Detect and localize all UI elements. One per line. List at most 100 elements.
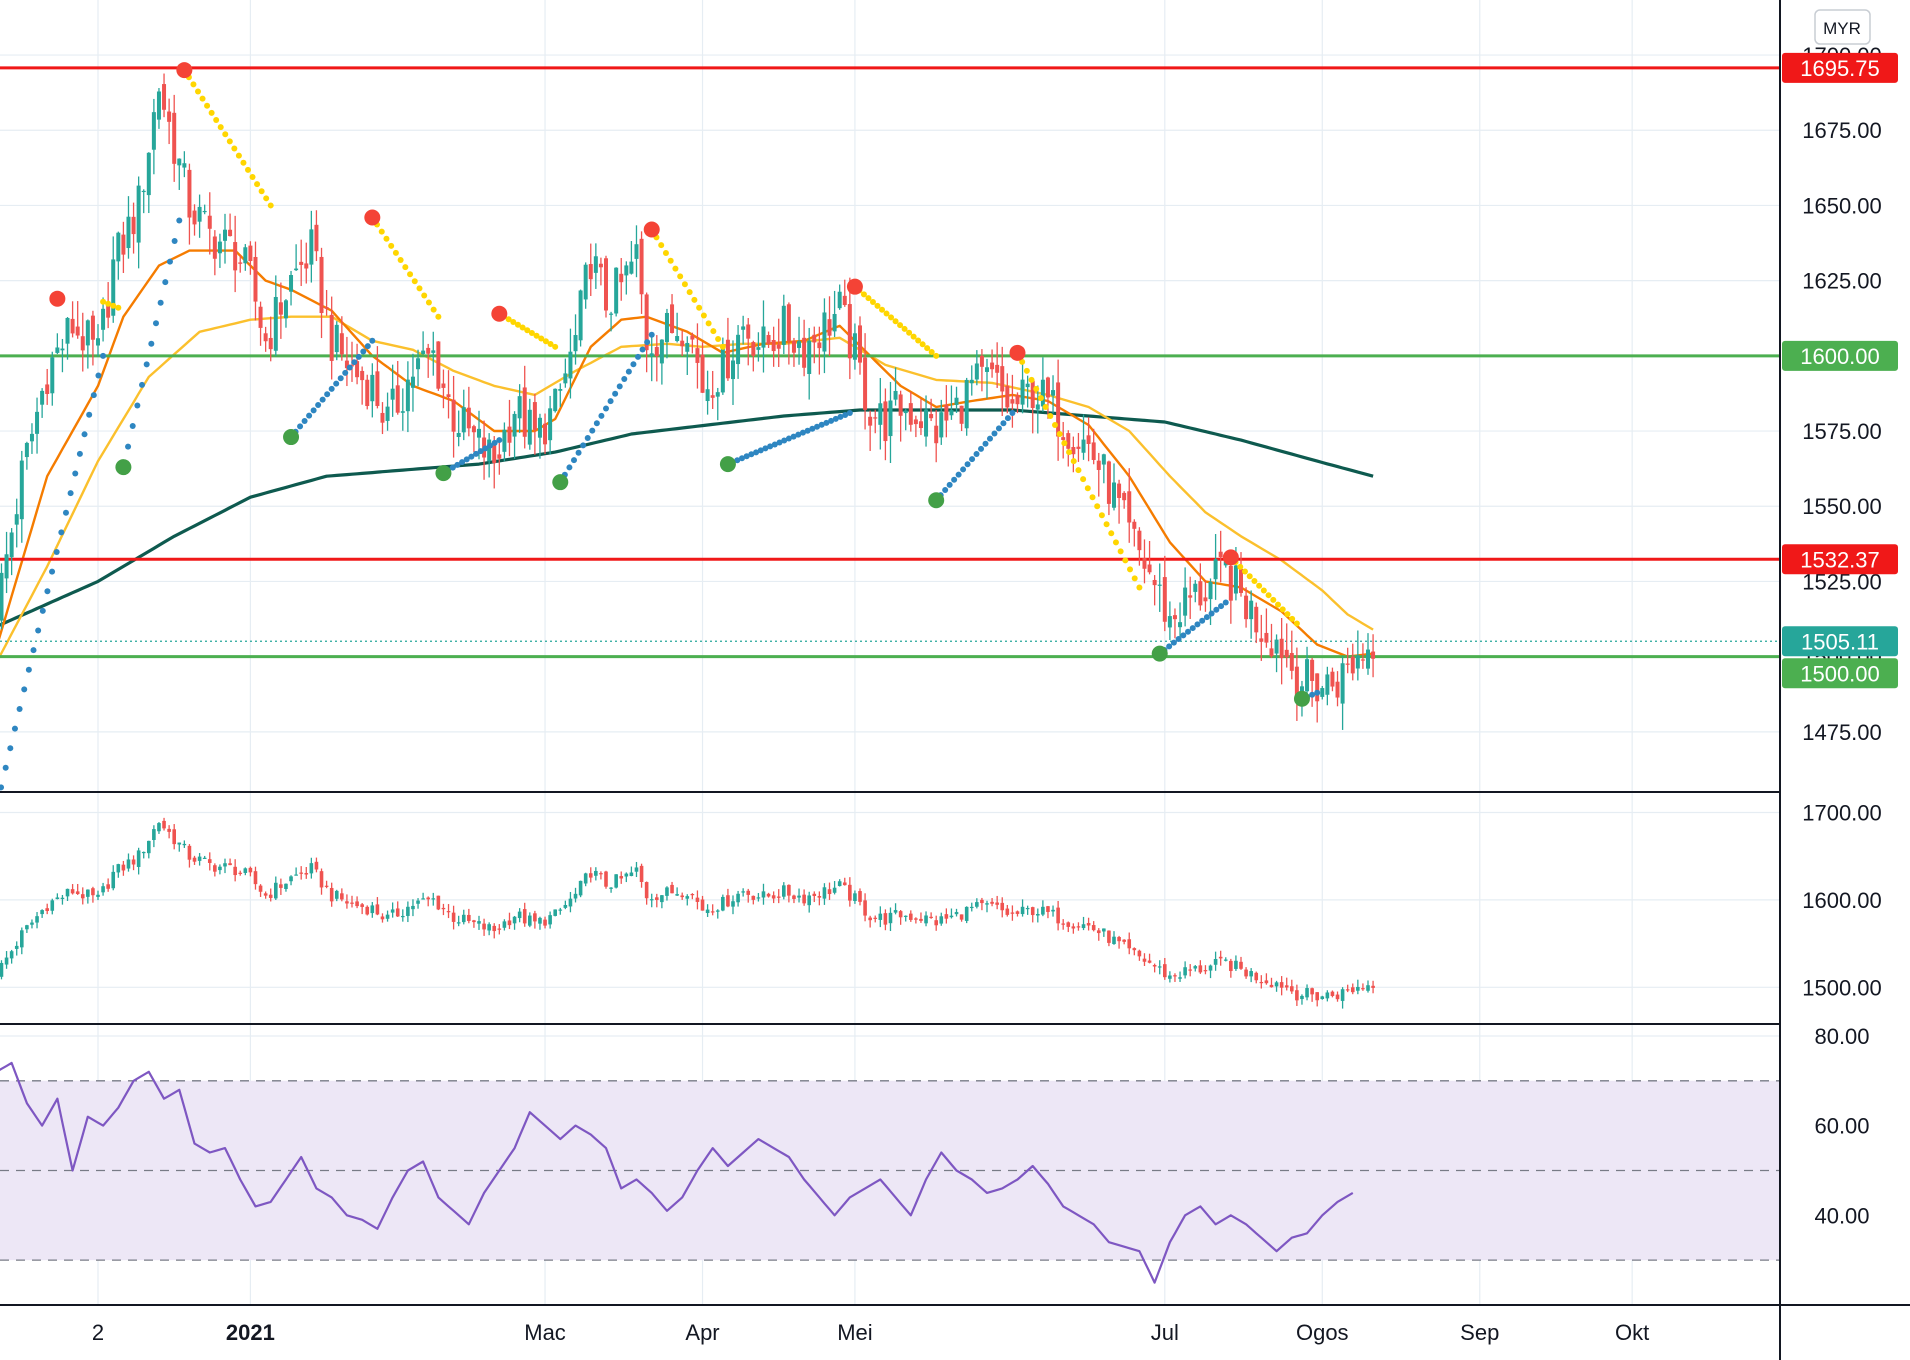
sar-dot (960, 466, 967, 473)
price-level-badge-label: 1505.11 (1801, 629, 1879, 654)
sar-dot (407, 271, 414, 278)
candle-body (517, 396, 522, 419)
sar-dot (584, 434, 591, 441)
rsi-pane[interactable] (0, 1061, 1354, 1284)
candle-body (192, 857, 197, 862)
candle-body (583, 873, 588, 884)
sar-dot (1180, 632, 1187, 639)
candle-body (395, 385, 400, 413)
sar-dot (355, 353, 362, 360)
sar-dot (11, 725, 18, 732)
sar-dot (152, 320, 159, 327)
candle-body (1091, 442, 1096, 460)
candle-body (649, 353, 654, 357)
sar-dot (1170, 639, 1177, 646)
sar-dot (505, 316, 512, 323)
candle-body (756, 897, 761, 899)
candle-body (1142, 958, 1147, 962)
candle-body (304, 873, 309, 875)
candle-body (1096, 930, 1101, 934)
candle-body (721, 896, 725, 911)
candle-body (715, 392, 720, 397)
candle-body (934, 425, 939, 444)
candle-body (50, 357, 55, 394)
candle-body (1269, 648, 1274, 657)
sar-dot (1098, 512, 1105, 519)
sar-dot (208, 109, 215, 116)
sar-dot (1117, 548, 1124, 555)
sar-dot (865, 295, 872, 302)
candle-body (827, 319, 832, 336)
candle-body (797, 895, 801, 898)
candle-body (126, 859, 131, 869)
candle-body (75, 891, 80, 894)
secondary-price-pane[interactable] (0, 817, 1375, 1009)
candle-body (360, 904, 364, 907)
sar-dot (1070, 458, 1077, 465)
sar-dot (342, 369, 349, 376)
candle-body (86, 889, 90, 897)
candle-body (253, 871, 258, 885)
currency-badge[interactable]: MYR (1814, 9, 1871, 45)
price-level-badge (1782, 544, 1898, 575)
candle-body (1056, 907, 1060, 924)
candle-body (65, 888, 70, 897)
sar-dot (25, 666, 32, 673)
sar-dot (1019, 358, 1026, 365)
currency-badge-box[interactable] (1814, 9, 1871, 45)
candle-body (1315, 992, 1319, 1001)
candle-body (1112, 936, 1116, 945)
sar-dot (734, 457, 741, 464)
sar-dot (946, 481, 953, 488)
sar-dot (1075, 467, 1082, 474)
candle-body (1193, 966, 1198, 969)
sar-dot (1094, 503, 1101, 510)
candle-body (365, 379, 370, 406)
candle-body (70, 318, 75, 334)
candle-body (426, 347, 431, 354)
sar-dot (430, 306, 437, 313)
sar-dot (897, 322, 904, 329)
sar-flip-marker (1222, 549, 1239, 566)
candle-body (664, 312, 669, 343)
sar-dot (748, 451, 755, 458)
candle-body (578, 290, 583, 341)
candle-body (4, 554, 9, 579)
candle-body (461, 914, 466, 923)
candle-body (1249, 971, 1253, 977)
candle-body (182, 163, 187, 168)
sar-dot (194, 88, 201, 95)
sar-dot (906, 329, 913, 336)
candle-body (441, 907, 446, 910)
candle-body (980, 899, 984, 904)
sar-dot (1004, 415, 1011, 422)
time-label-jul: Jul (1151, 1320, 1179, 1345)
sar-dot (804, 427, 811, 434)
sar-dot (691, 296, 698, 303)
candle-body (522, 909, 527, 924)
candle-body (1305, 988, 1309, 998)
sar-flip-marker (1009, 344, 1026, 361)
candle-body (1076, 926, 1081, 928)
sar-dot (1309, 691, 1316, 698)
candle-body (1208, 581, 1213, 600)
candle-body (512, 413, 517, 437)
price-level-badge-label: 1532.37 (1800, 547, 1880, 572)
sar-dot (964, 461, 971, 468)
candle-body (1244, 595, 1249, 620)
sar-dot (134, 402, 141, 409)
candle-body (949, 410, 954, 416)
candle-body (1290, 986, 1294, 992)
price-scale[interactable]: 1475.001500.001525.001550.001575.001600.… (1782, 43, 1898, 1228)
candle-body (1193, 583, 1198, 592)
candle-body (822, 312, 827, 352)
candle-body (685, 896, 690, 899)
candle-body (152, 829, 156, 840)
main-price-pane[interactable] (0, 62, 1780, 810)
sar-dot (700, 312, 707, 319)
sar-dot (639, 346, 646, 353)
price-tick-label: 1475.00 (1802, 720, 1882, 745)
time-scale[interactable]: 2 2021 Mac Apr Mei Jul Ogos Sep Okt (92, 1320, 1649, 1345)
candle-body (924, 915, 928, 924)
sar-dot (942, 486, 949, 493)
